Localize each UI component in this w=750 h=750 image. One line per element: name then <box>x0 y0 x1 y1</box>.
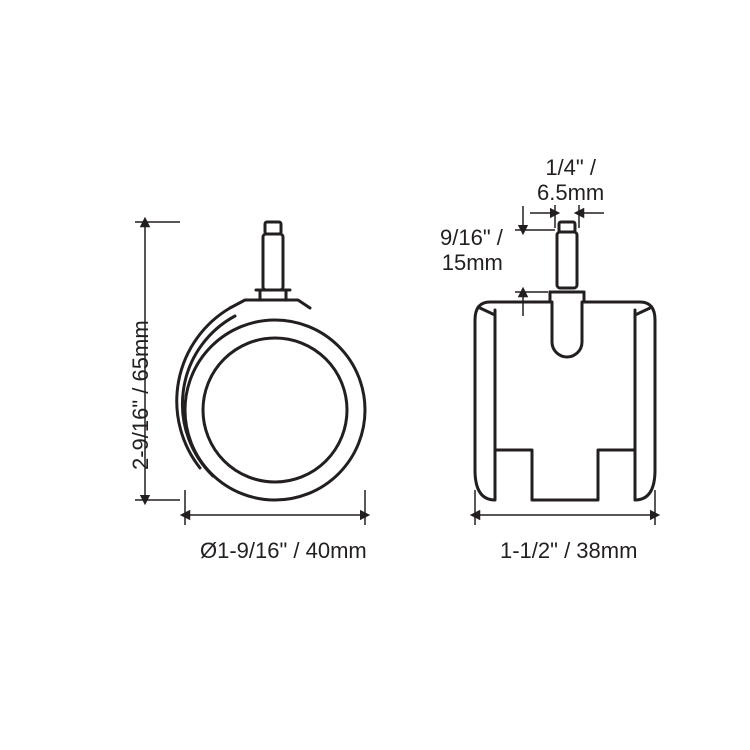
label-stem-height: 9/16" / 15mm <box>440 225 503 276</box>
label-diameter: Ø1-9/16" / 40mm <box>200 538 367 563</box>
front-view-drawing <box>420 150 700 560</box>
label-stem-height-l1: 9/16" / <box>440 225 503 250</box>
label-width: 1-1/2" / 38mm <box>500 538 637 563</box>
label-stem-height-l2: 15mm <box>442 250 503 275</box>
label-stem-width-l2: 6.5mm <box>537 180 604 205</box>
caster-side-outline <box>177 222 365 500</box>
label-stem-width: 1/4" / 6.5mm <box>537 155 604 206</box>
side-view-drawing <box>110 200 410 560</box>
dim-width <box>475 490 655 525</box>
dim-diameter <box>185 490 365 525</box>
label-total-height: 2-9/16" / 65mm <box>128 320 153 470</box>
dim-stem-width <box>530 205 604 228</box>
label-stem-width-l1: 1/4" / <box>545 155 596 180</box>
